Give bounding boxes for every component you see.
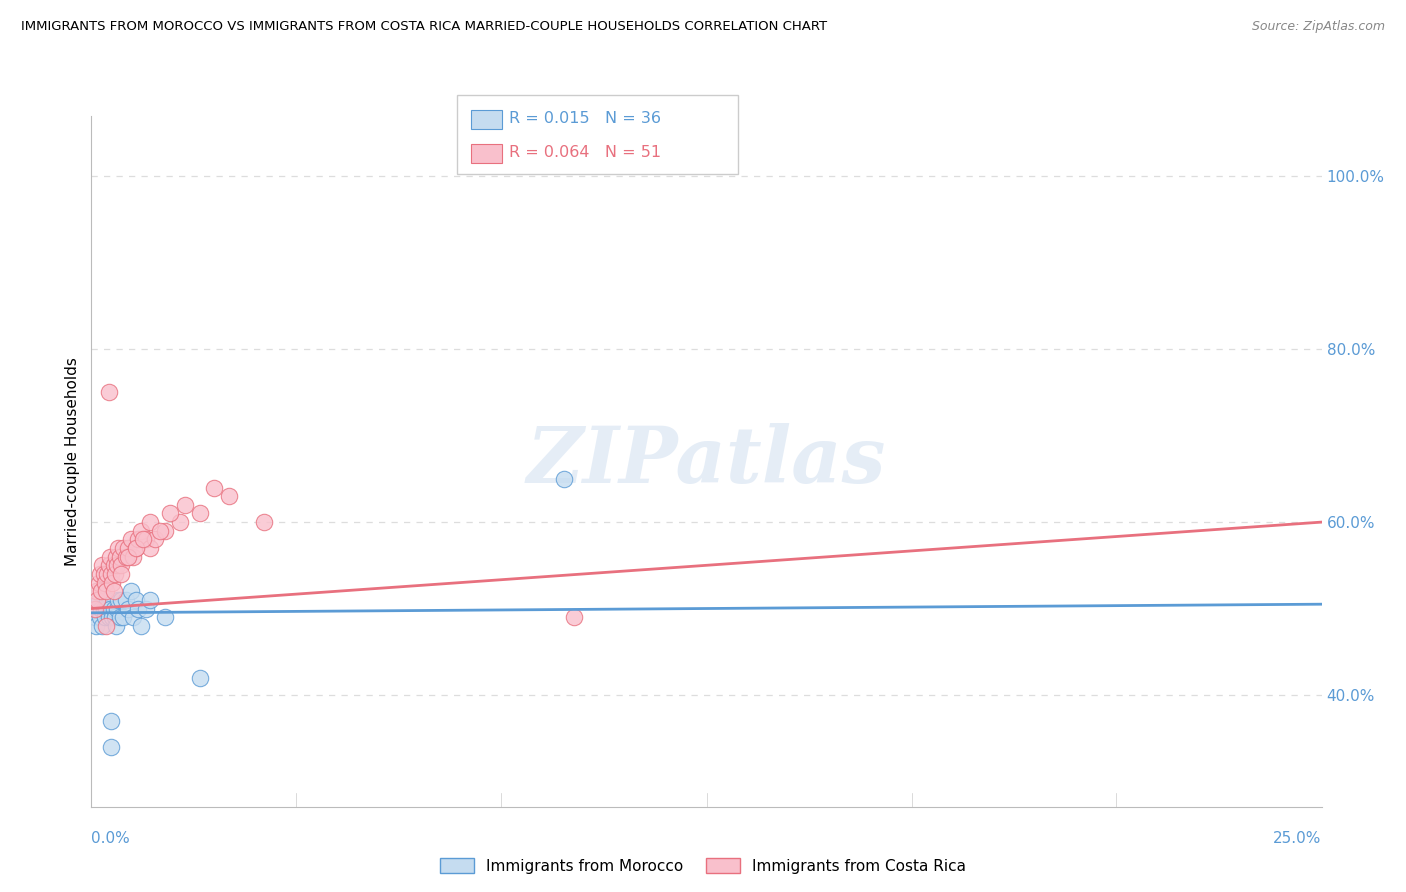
Text: 25.0%: 25.0% xyxy=(1274,831,1322,846)
Point xyxy=(112,610,135,624)
Point xyxy=(124,541,148,555)
Point xyxy=(202,481,225,495)
Point xyxy=(91,558,114,573)
Point xyxy=(188,671,211,685)
Point xyxy=(114,549,138,564)
Point xyxy=(127,601,149,615)
Point xyxy=(188,507,211,521)
Point xyxy=(98,549,121,564)
Point xyxy=(135,533,157,547)
Point xyxy=(90,584,112,599)
Point xyxy=(105,601,128,615)
Point xyxy=(145,533,166,547)
Point xyxy=(101,610,124,624)
Point xyxy=(153,524,177,538)
Legend: Immigrants from Morocco, Immigrants from Costa Rica: Immigrants from Morocco, Immigrants from… xyxy=(434,852,972,880)
Text: R = 0.015   N = 36: R = 0.015 N = 36 xyxy=(509,112,661,126)
Point xyxy=(103,558,125,573)
Point xyxy=(110,558,132,573)
Point xyxy=(84,610,107,624)
Point xyxy=(86,619,108,633)
Point xyxy=(103,584,125,599)
Point xyxy=(129,619,152,633)
Point xyxy=(96,601,117,615)
Point xyxy=(90,601,112,615)
Point xyxy=(94,575,117,590)
Point xyxy=(89,610,111,624)
Point xyxy=(103,601,125,615)
Point xyxy=(100,714,122,728)
Point xyxy=(112,541,135,555)
Point xyxy=(120,584,142,599)
Point xyxy=(153,610,177,624)
Point xyxy=(174,498,197,512)
Point xyxy=(149,524,172,538)
Point xyxy=(120,533,142,547)
Point xyxy=(122,610,145,624)
Point xyxy=(110,593,132,607)
Point xyxy=(105,558,128,573)
Point xyxy=(97,558,120,573)
Point xyxy=(94,610,117,624)
Point xyxy=(100,739,122,754)
Point xyxy=(93,566,115,581)
Point xyxy=(135,601,157,615)
Point xyxy=(100,566,122,581)
Point xyxy=(86,601,108,615)
Point xyxy=(114,593,138,607)
Point xyxy=(104,610,127,624)
Text: R = 0.064   N = 51: R = 0.064 N = 51 xyxy=(509,145,661,160)
Point xyxy=(117,549,139,564)
Point xyxy=(105,549,127,564)
Text: 0.0%: 0.0% xyxy=(91,831,131,846)
Point xyxy=(127,533,149,547)
Point xyxy=(104,566,127,581)
Point xyxy=(117,601,139,615)
Point xyxy=(84,601,107,615)
Text: IMMIGRANTS FROM MOROCCO VS IMMIGRANTS FROM COSTA RICA MARRIED-COUPLE HOUSEHOLDS : IMMIGRANTS FROM MOROCCO VS IMMIGRANTS FR… xyxy=(21,20,827,33)
Point xyxy=(91,619,114,633)
Point xyxy=(101,575,124,590)
Point xyxy=(93,601,115,615)
Point xyxy=(86,593,108,607)
Point xyxy=(562,610,585,624)
Point xyxy=(159,507,181,521)
Point xyxy=(108,610,131,624)
Text: ZIPatlas: ZIPatlas xyxy=(527,424,886,500)
Point xyxy=(108,549,131,564)
Y-axis label: Married-couple Households: Married-couple Households xyxy=(65,357,80,566)
Point xyxy=(553,472,575,486)
Point xyxy=(96,593,118,607)
Point xyxy=(105,619,127,633)
Text: Source: ZipAtlas.com: Source: ZipAtlas.com xyxy=(1251,20,1385,33)
Point xyxy=(253,515,276,529)
Point xyxy=(96,566,118,581)
Point xyxy=(89,566,111,581)
Point xyxy=(169,515,191,529)
Point xyxy=(218,489,240,503)
Point xyxy=(107,593,129,607)
Point xyxy=(117,541,139,555)
Point xyxy=(139,593,162,607)
Point xyxy=(139,541,162,555)
Point xyxy=(96,619,117,633)
Point xyxy=(87,593,110,607)
Point xyxy=(129,524,152,538)
Point xyxy=(132,533,155,547)
Point xyxy=(107,541,129,555)
Point xyxy=(122,549,145,564)
Point xyxy=(110,566,132,581)
Point xyxy=(86,584,108,599)
Point xyxy=(87,575,110,590)
Point xyxy=(97,385,120,400)
Point xyxy=(124,541,148,555)
Point xyxy=(96,584,117,599)
Point xyxy=(124,593,148,607)
Point xyxy=(97,610,120,624)
Point xyxy=(98,601,121,615)
Point xyxy=(139,515,162,529)
